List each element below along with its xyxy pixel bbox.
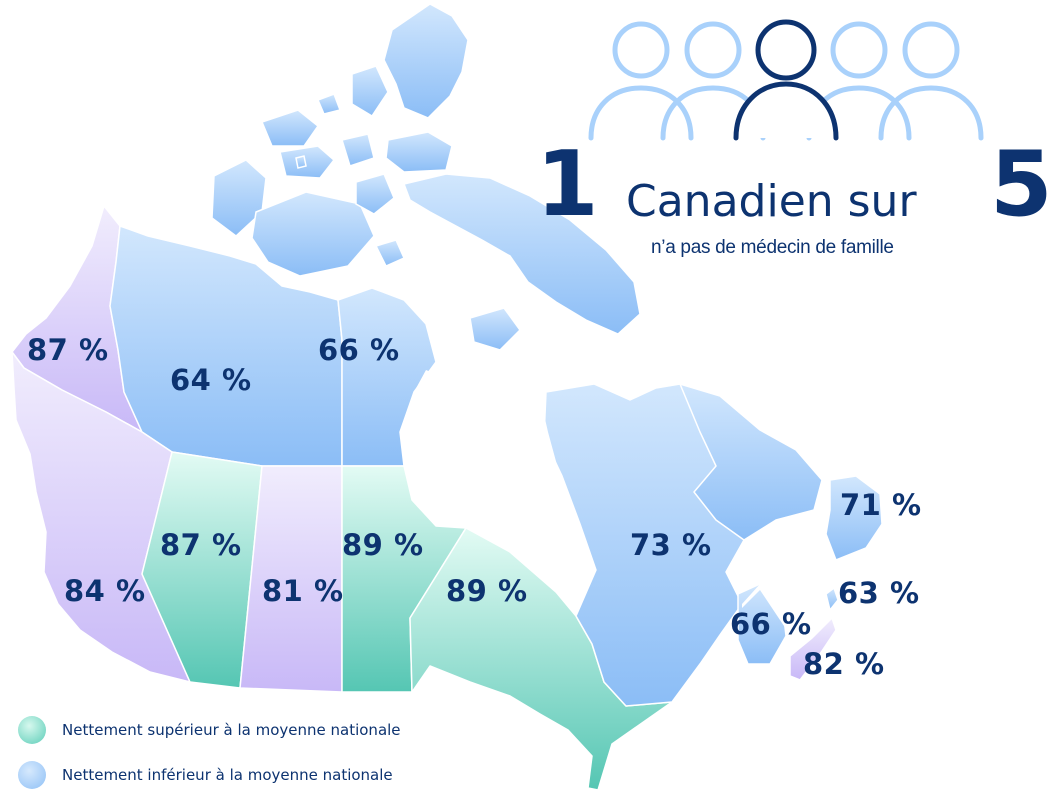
label-prince-edward-island: 63 % [838,576,920,610]
region-british-columbia [11,351,191,683]
label-newfoundland-labrador: 71 % [840,488,922,522]
victoria-island [251,191,375,277]
southampton-island [469,307,521,351]
arctic-islands [211,3,641,351]
region-prince-edward-island [825,587,839,611]
ellesmere-island [383,3,469,119]
label-british-columbia: 84 % [64,574,146,608]
label-nova-scotia: 82 % [803,647,885,681]
legend-label-above: Nettement supérieur à la moyenne nationa… [62,721,401,739]
headline-subtext: n’a pas de médecin de famille [651,237,894,258]
legend-label-below: Nettement inférieur à la moyenne nationa… [62,766,393,784]
king-william-island [374,239,405,267]
axel-heiberg-island [351,65,389,118]
person-icon [588,21,694,141]
small-island-1 [317,93,341,115]
label-nunavut: 66 % [318,333,400,367]
legend-swatch-above [18,716,46,744]
devon-island [385,131,453,173]
hudson-bay [400,370,594,616]
region-nova-scotia [789,617,837,681]
region-newfoundland [825,475,883,561]
person-icon-highlighted [733,19,839,141]
person-icon [878,21,984,141]
gulf-st-lawrence [742,572,822,632]
headline-text: Canadien sur [626,176,917,227]
small-island-2 [295,155,307,169]
region-labrador [679,383,823,541]
label-manitoba: 89 % [342,528,424,562]
people-icon-group [588,19,984,141]
cornwallis-island [341,133,375,167]
headline-number-left: 1 [536,132,599,237]
provinces [11,205,883,791]
label-ontario: 89 % [446,574,528,608]
parry-islands [260,109,320,147]
headline-number-right: 5 [990,132,1053,237]
legend-item-above: Nettement supérieur à la moyenne nationa… [18,716,401,744]
region-alberta [141,451,263,689]
label-saskatchewan: 81 % [262,574,344,608]
label-alberta: 87 % [160,528,242,562]
melville-island [279,145,336,179]
legend-swatch-below [18,761,46,789]
label-yukon: 87 % [27,333,109,367]
label-northwest-territories: 64 % [170,363,252,397]
somerset-island [355,173,395,215]
baffin-island [402,173,641,335]
legend-item-below: Nettement inférieur à la moyenne nationa… [18,761,393,789]
label-new-brunswick: 66 % [730,607,812,641]
label-quebec: 73 % [630,528,712,562]
